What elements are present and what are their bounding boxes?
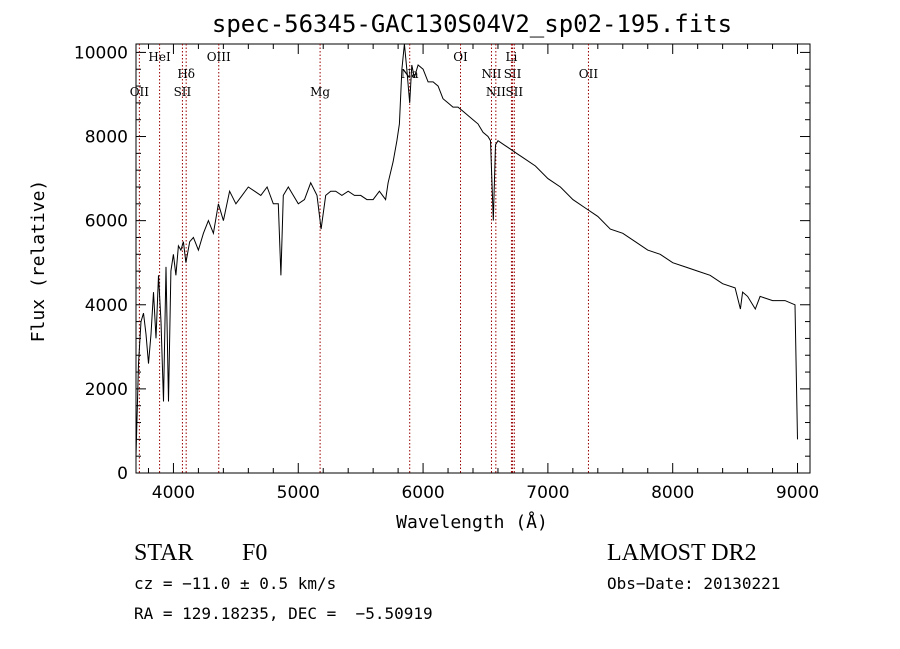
line-marker-label: SII — [505, 85, 523, 99]
y-tick-label: 0 — [117, 464, 128, 484]
line-marker-label: NII — [481, 67, 501, 81]
line-marker-label: Li — [506, 50, 518, 64]
y-tick-label: 2000 — [85, 380, 128, 400]
chart-title: spec-56345-GAC130S04V2_sp02-195.fits — [212, 10, 732, 38]
plot-frame — [135, 43, 811, 474]
y-tick-label: 6000 — [85, 212, 128, 232]
line-marker-label: Mg — [310, 85, 330, 99]
x-tick-label: 8000 — [651, 483, 694, 503]
line-marker-label: OII — [130, 85, 150, 99]
line-marker-label: Hδ — [177, 67, 195, 81]
survey-name: LAMOST DR2 — [607, 540, 757, 566]
object-class: STAR — [134, 540, 194, 566]
line-marker-label: HeI — [148, 50, 171, 64]
line-marker-label: OI — [453, 50, 468, 64]
line-marker-label: OII — [579, 67, 599, 81]
line-marker-label: OIII — [207, 50, 231, 64]
x-tick-label: 4000 — [152, 483, 195, 503]
x-axis-label: Wavelength (Å) — [396, 511, 548, 533]
x-tick-label: 9000 — [776, 483, 819, 503]
y-axis-label: Flux (relative) — [28, 180, 49, 343]
object-subclass: F0 — [242, 540, 268, 566]
spectrum-series — [135, 43, 798, 457]
coordinates: RA = 129.18235, DEC = −5.50919 — [134, 604, 433, 623]
observation-date: Obs−Date: 20130221 — [607, 574, 781, 593]
y-tick-label: 8000 — [85, 128, 128, 148]
line-marker-label: SII — [504, 67, 522, 81]
line-marker-label: NII — [486, 85, 506, 99]
line-marker-label: SII — [174, 85, 192, 99]
x-tick-label: 7000 — [526, 483, 569, 503]
redshift-velocity: cz = −11.0 ± 0.5 km/s — [134, 574, 337, 593]
y-tick-label: 10000 — [74, 43, 128, 63]
y-tick-label: 4000 — [85, 296, 128, 316]
x-tick-label: 5000 — [277, 483, 320, 503]
x-tick-label: 6000 — [401, 483, 444, 503]
